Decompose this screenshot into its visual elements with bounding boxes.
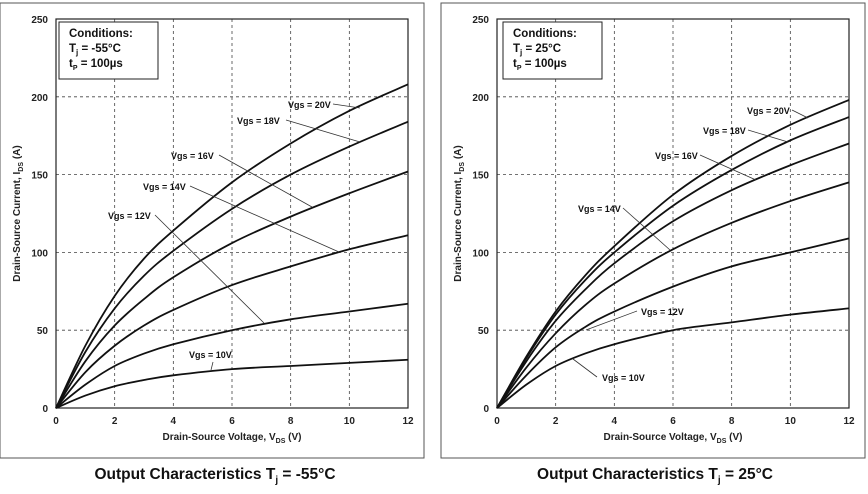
series-label: Vgs = 12V: [641, 307, 684, 317]
series-label: Vgs = 10V: [189, 350, 232, 360]
series-leader-line: [285, 119, 361, 143]
x-tick-label: 12: [843, 416, 855, 427]
chart-right: 0 2 4 6 8 10 12 0 50 100 150 200 250 Drain-Source Vol…: [440, 2, 866, 459]
y-axis-label: Drain-Source Current, IDS (A): [12, 145, 25, 281]
series-label: Vgs = 16V: [655, 151, 698, 161]
panel-border: [0, 2, 425, 459]
conditions-box: [58, 21, 159, 80]
series-line: [496, 307, 850, 409]
series-leader-line: [622, 207, 671, 251]
y-tick-label: 50: [478, 326, 490, 337]
series-line: [55, 234, 409, 409]
x-tick-label: 8: [288, 416, 294, 427]
x-axis-label: Drain-Source Voltage, VDS (V): [603, 432, 742, 445]
series-line: [55, 83, 409, 409]
y-tick-label: 200: [472, 93, 489, 104]
series-line: [496, 99, 850, 409]
y-tick-label: 100: [31, 248, 48, 259]
x-tick-label: 6: [670, 416, 676, 427]
plot-area-frame: [496, 18, 850, 409]
series-line: [496, 142, 850, 409]
x-tick-label: 10: [785, 416, 797, 427]
series-label: Vgs = 18V: [703, 126, 746, 136]
conditions-box: [502, 21, 603, 80]
x-tick-label: 10: [344, 416, 356, 427]
series-line: [496, 237, 850, 409]
x-tick-label: 0: [494, 416, 500, 427]
series-line: [55, 120, 409, 409]
series-line: [55, 358, 409, 409]
conditions-heading: Conditions:: [69, 28, 133, 40]
x-tick-label: 2: [112, 416, 118, 427]
x-tick-label: 8: [729, 416, 735, 427]
y-tick-label: 150: [31, 171, 48, 182]
panel-border: [440, 2, 866, 459]
series-label: Vgs = 14V: [578, 204, 621, 214]
series-leader-line: [791, 109, 809, 119]
series-line: [496, 181, 850, 409]
series-leader-line: [332, 103, 361, 109]
series-label: Vgs = 20V: [747, 106, 790, 116]
y-tick-label: 0: [42, 404, 48, 415]
y-tick-label: 250: [472, 15, 489, 26]
series-leader-line: [747, 129, 789, 143]
series-leader-line: [210, 361, 214, 371]
chart-title-right: Output Characteristics Tj = 25°C: [537, 466, 773, 487]
series-leader-line: [218, 154, 313, 208]
series-leader-line: [585, 310, 638, 331]
series-label: Vgs = 10V: [602, 373, 645, 383]
chart-title-left: Output Characteristics Tj = -55°C: [94, 466, 336, 487]
series-label: Vgs = 12V: [108, 211, 151, 221]
series-label: Vgs = 18V: [237, 116, 280, 126]
x-tick-label: 2: [553, 416, 559, 427]
conditions-heading: Conditions:: [513, 28, 577, 40]
y-tick-label: 50: [37, 326, 49, 337]
series-leader-line: [154, 214, 265, 324]
series-label: Vgs = 14V: [143, 182, 186, 192]
conditions-tp: tP = 100µs: [69, 58, 123, 72]
x-axis-label: Drain-Source Voltage, VDS (V): [162, 432, 301, 445]
series-line: [55, 170, 409, 409]
y-tick-label: 0: [483, 404, 489, 415]
x-tick-label: 6: [229, 416, 235, 427]
y-tick-label: 250: [31, 15, 48, 26]
plot-area-frame: [55, 18, 409, 409]
conditions-tp: tP = 100µs: [513, 58, 567, 72]
series-label: Vgs = 20V: [288, 100, 331, 110]
series-leader-line: [699, 154, 757, 181]
y-tick-label: 200: [31, 93, 48, 104]
series-line: [496, 116, 850, 409]
conditions-tj: Tj = 25°C: [513, 43, 561, 57]
series-label: Vgs = 16V: [171, 151, 214, 161]
series-leader-line: [189, 185, 340, 253]
chart-left: 0 2 4 6 8 10 12 0 50 100 150 200 250 Drain-Source Vol…: [0, 2, 425, 459]
x-tick-label: 12: [402, 416, 414, 427]
x-tick-label: 4: [171, 416, 177, 427]
y-tick-label: 150: [472, 171, 489, 182]
series-leader-line: [572, 358, 598, 378]
x-tick-label: 0: [53, 416, 59, 427]
y-tick-label: 100: [472, 248, 489, 259]
y-axis-label: Drain-Source Current, IDS (A): [453, 145, 466, 281]
x-tick-label: 4: [612, 416, 618, 427]
conditions-tj: Tj = -55°C: [69, 43, 121, 57]
series-line: [55, 302, 409, 409]
